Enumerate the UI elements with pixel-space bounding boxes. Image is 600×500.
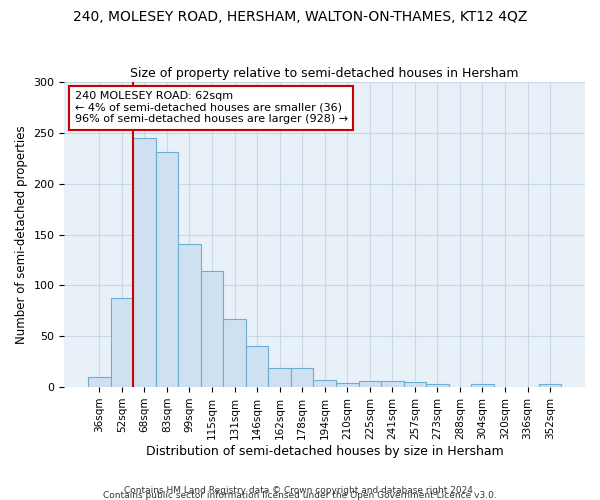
Bar	[471, 384, 494, 387]
Text: 240 MOLESEY ROAD: 62sqm
← 4% of semi-detached houses are smaller (36)
96% of sem: 240 MOLESEY ROAD: 62sqm ← 4% of semi-det…	[75, 91, 348, 124]
Bar	[381, 381, 404, 387]
Text: Contains public sector information licensed under the Open Government Licence v3: Contains public sector information licen…	[103, 490, 497, 500]
Bar	[133, 138, 155, 387]
X-axis label: Distribution of semi-detached houses by size in Hersham: Distribution of semi-detached houses by …	[146, 444, 503, 458]
Bar	[88, 377, 110, 387]
Bar	[359, 381, 381, 387]
Bar	[404, 382, 426, 387]
Bar	[110, 298, 133, 387]
Bar	[291, 368, 313, 387]
Bar	[268, 368, 291, 387]
Y-axis label: Number of semi-detached properties: Number of semi-detached properties	[15, 126, 28, 344]
Title: Size of property relative to semi-detached houses in Hersham: Size of property relative to semi-detach…	[130, 66, 519, 80]
Bar	[313, 380, 336, 387]
Bar	[201, 271, 223, 387]
Bar	[155, 152, 178, 387]
Text: Contains HM Land Registry data © Crown copyright and database right 2024.: Contains HM Land Registry data © Crown c…	[124, 486, 476, 495]
Text: 240, MOLESEY ROAD, HERSHAM, WALTON-ON-THAMES, KT12 4QZ: 240, MOLESEY ROAD, HERSHAM, WALTON-ON-TH…	[73, 10, 527, 24]
Bar	[426, 384, 449, 387]
Bar	[178, 244, 201, 387]
Bar	[223, 319, 246, 387]
Bar	[336, 383, 359, 387]
Bar	[539, 384, 562, 387]
Bar	[246, 346, 268, 387]
